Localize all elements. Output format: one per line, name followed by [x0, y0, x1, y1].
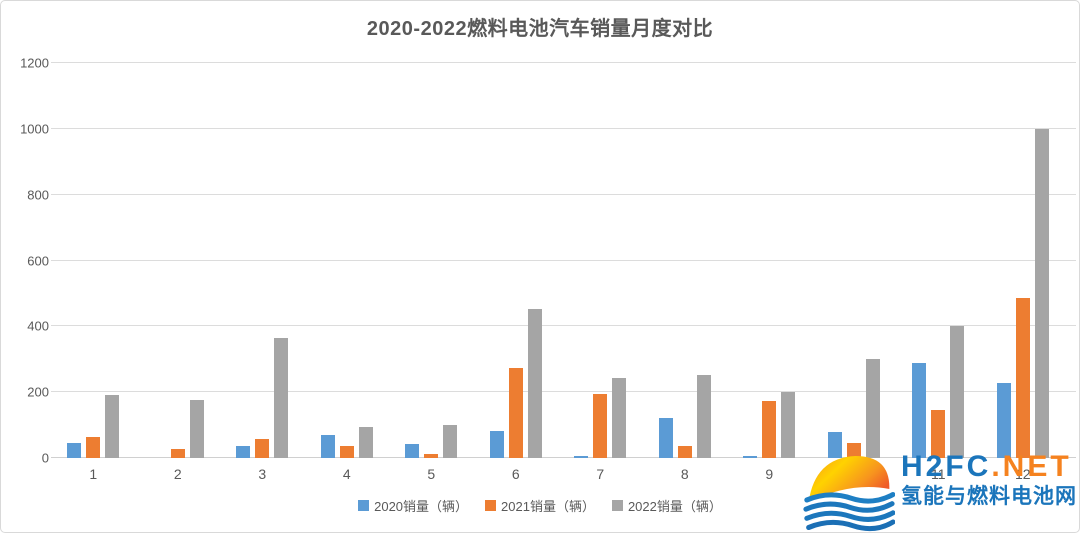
bar-2020-month-11 — [912, 363, 927, 458]
chart-title: 2020-2022燃料电池汽车销量月度对比 — [366, 18, 714, 40]
bar-group-month-9 — [727, 63, 812, 458]
brand-tagline: 氢能与燃料电池网 — [901, 484, 1077, 508]
bar-groups — [51, 63, 1065, 458]
legend-item-2020: 2020销量（辆） — [358, 496, 468, 515]
bar-2020-month-6 — [489, 431, 504, 458]
bar-group-month-2 — [136, 63, 221, 458]
gridline-600 — [51, 259, 1076, 261]
brand-orange-part: .NET — [991, 450, 1072, 483]
bar-2021-month-12 — [1015, 298, 1030, 458]
brand-name: H2FC.NET — [901, 451, 1077, 483]
gridline-1000 — [51, 127, 1076, 129]
bar-group-month-7 — [558, 63, 643, 458]
bar-2021-month-10 — [846, 443, 861, 458]
x-tick-label-6: 6 — [511, 466, 520, 482]
bar-2022-month-4 — [358, 427, 373, 458]
legend-item-2022: 2022销量（辆） — [611, 496, 722, 515]
x-tick-label-11: 11 — [930, 466, 946, 482]
bar-group-month-5 — [389, 63, 474, 458]
bar-2021-month-4 — [339, 445, 354, 458]
bar-2022-month-9 — [781, 391, 796, 458]
bar-2021-month-2 — [170, 448, 185, 458]
bar-2021-month-11 — [931, 410, 946, 458]
bar-2021-month-7 — [593, 394, 608, 458]
bar-group-month-4 — [305, 63, 390, 458]
bar-2020-month-1 — [67, 443, 82, 458]
x-tick-label-12: 12 — [1014, 466, 1031, 482]
x-tick-label-5: 5 — [427, 466, 436, 482]
y-tick-label-1000: 1000 — [20, 121, 49, 137]
x-tick-label-2: 2 — [173, 466, 182, 482]
bar-group-month-11 — [896, 63, 981, 458]
gridline-1200 — [51, 62, 1076, 63]
bar-2020-month-8 — [658, 418, 673, 458]
gridline-400 — [51, 325, 1076, 327]
bar-group-month-6 — [474, 63, 559, 458]
bar-2022-month-10 — [865, 359, 880, 458]
bar-2021-month-6 — [508, 368, 523, 458]
x-tick-label-8: 8 — [680, 466, 689, 482]
y-tick-label-0: 0 — [41, 450, 49, 466]
sun-over-waves-icon — [803, 445, 896, 532]
x-tick-label-7: 7 — [596, 466, 605, 482]
bar-2020-month-7 — [574, 456, 589, 458]
bar-2021-month-3 — [255, 439, 270, 458]
bar-2020-month-4 — [320, 434, 335, 458]
bar-2022-month-2 — [189, 400, 204, 458]
bar-2022-month-11 — [950, 326, 965, 458]
y-axis: 0 200 400 600 800 1000 1200 — [9, 57, 49, 465]
y-tick-label-600: 600 — [27, 253, 49, 268]
x-tick-label-1: 1 — [89, 466, 98, 482]
bar-2021-month-9 — [762, 401, 777, 458]
bar-group-month-8 — [643, 63, 728, 458]
bar-2020-month-12 — [996, 382, 1011, 458]
legend-label-2021: 2021销量（辆） — [501, 499, 595, 514]
watermark-text: H2FC.NET 氢能与燃料电池网 — [901, 445, 1077, 509]
legend-swatch-2020 — [358, 500, 370, 511]
bar-2022-month-12 — [1034, 128, 1049, 458]
x-tick-label-9: 9 — [765, 466, 774, 482]
y-tick-label-200: 200 — [27, 384, 49, 400]
bar-2021-month-1 — [86, 437, 101, 458]
bar-2022-month-1 — [105, 395, 120, 458]
bar-2022-month-8 — [696, 375, 711, 458]
y-tick-label-1200: 1200 — [20, 55, 49, 71]
legend-item-2021: 2021销量（辆） — [485, 496, 595, 515]
gridline-200 — [51, 391, 1076, 393]
x-tick-label-3: 3 — [258, 466, 267, 482]
bar-group-month-12 — [981, 63, 1066, 458]
legend-swatch-2022 — [611, 500, 623, 511]
watermark-logo: H2FC.NET 氢能与燃料电池网 — [803, 445, 1077, 532]
bar-2020-month-5 — [405, 444, 420, 458]
legend-label-2020: 2020销量（辆） — [374, 499, 469, 514]
y-tick-label-400: 400 — [27, 318, 49, 334]
y-tick-label-800: 800 — [27, 187, 49, 203]
x-axis-line — [51, 457, 1076, 458]
bar-2021-month-5 — [424, 454, 439, 458]
bar-2022-month-6 — [527, 309, 542, 458]
bar-group-month-1 — [51, 63, 136, 458]
bar-2020-month-9 — [743, 456, 758, 458]
gridline-800 — [51, 193, 1076, 195]
bar-2021-month-8 — [677, 445, 692, 458]
plot-area — [51, 62, 1076, 458]
bar-2022-month-3 — [274, 337, 289, 458]
bar-group-month-3 — [220, 63, 305, 458]
brand-blue-part: H2FC — [901, 450, 992, 483]
bar-2022-month-5 — [443, 424, 458, 458]
legend-swatch-2021 — [485, 500, 497, 511]
bar-2020-month-3 — [236, 446, 251, 458]
bar-group-month-10 — [812, 63, 897, 458]
x-tick-label-4: 4 — [342, 466, 351, 482]
legend-label-2022: 2022销量（辆） — [627, 499, 722, 514]
legend: 2020销量（辆） 2021销量（辆） 2022销量（辆） — [1, 496, 1079, 515]
bar-2020-month-10 — [827, 432, 842, 458]
bar-2022-month-7 — [612, 378, 627, 458]
